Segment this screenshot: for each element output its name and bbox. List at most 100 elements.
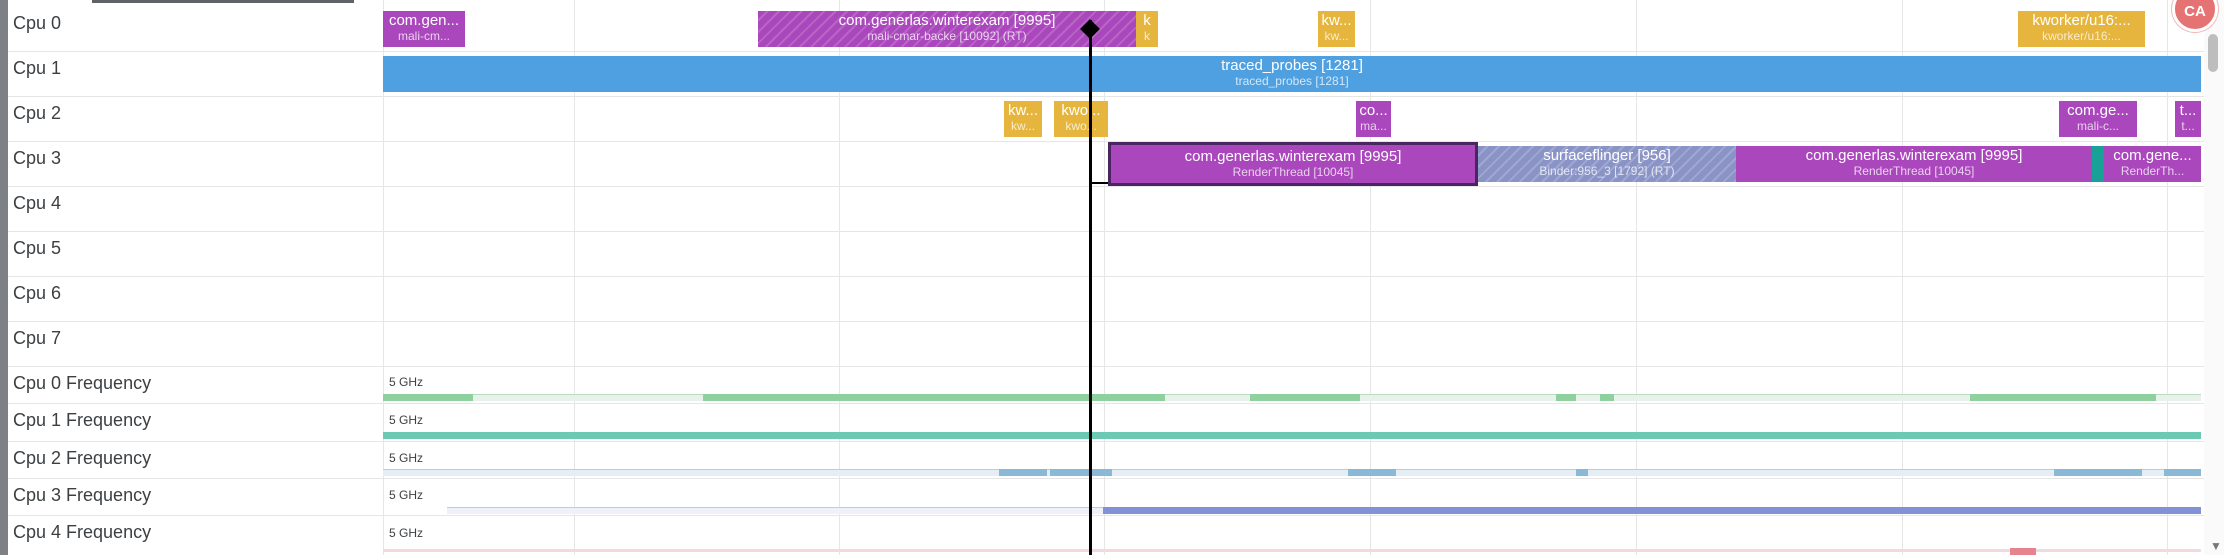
grid-line	[1902, 0, 1903, 555]
left-edge-bar	[0, 0, 8, 555]
slice-thread: ma...	[1360, 119, 1387, 133]
freq-scale-label: 5 GHz	[389, 526, 424, 540]
slice-thread: Binder:956_3 [1792] (RT)	[1539, 164, 1675, 178]
slice-title: k	[1143, 13, 1151, 29]
freq-segment[interactable]	[2054, 469, 2142, 476]
track-cpu0-frequency[interactable]: Cpu 0 Frequency	[8, 367, 2204, 404]
time-cursor-line[interactable]	[1089, 20, 1092, 555]
freq-segment[interactable]	[1103, 507, 2201, 514]
freq-segment[interactable]	[1556, 394, 1576, 401]
slice-title: kworker/u16:...	[2032, 13, 2131, 29]
track-cpu3-frequency[interactable]: Cpu 3 Frequency	[8, 479, 2204, 516]
slice-thread: t...	[2181, 119, 2195, 133]
slice-title: kw...	[1007, 103, 1038, 119]
track-separator	[383, 0, 384, 555]
cpu-slice[interactable]: com.generlas.winterexam [9995] mali-cmar-…	[758, 11, 1136, 47]
slice-thread: mali-c...	[2077, 119, 2119, 133]
grid-line	[1370, 0, 1371, 555]
track-cpu4-frequency[interactable]: Cpu 4 Frequency	[8, 516, 2204, 555]
slice-thread: kw...	[1010, 119, 1035, 133]
scrollbar-thumb[interactable]	[2208, 34, 2218, 72]
freq-segment[interactable]	[1050, 469, 1112, 476]
track-cpu3[interactable]: Cpu 3	[8, 142, 2204, 187]
freq-segment[interactable]	[383, 432, 2201, 439]
track-cpu5[interactable]: Cpu 5	[8, 232, 2204, 277]
slice-title: com.gen...	[388, 13, 460, 29]
track-label: Cpu 3	[13, 148, 62, 168]
slice-thread: kwo...	[1065, 119, 1097, 133]
cpu-slice[interactable]: kw... kw...	[1004, 101, 1042, 137]
track-cpu0[interactable]: Cpu 0	[8, 7, 2204, 52]
cpu-slice[interactable]: kw... kw...	[1318, 11, 1355, 47]
track-label: Cpu 0	[13, 13, 62, 33]
track-cpu4[interactable]: Cpu 4	[8, 187, 2204, 232]
freq-segment[interactable]	[383, 394, 473, 401]
grid-line	[1636, 0, 1637, 555]
freq-baseline	[383, 549, 2201, 552]
track-label: Cpu 4	[13, 193, 62, 213]
track-label: Cpu 4 Frequency	[13, 522, 152, 542]
freq-scale-label: 5 GHz	[389, 488, 424, 502]
freq-segment[interactable]	[703, 394, 1165, 401]
cpu-slice[interactable]: com.generlas.winterexam [9995] RenderThre…	[1736, 146, 2092, 182]
track-label: Cpu 7	[13, 328, 62, 348]
freq-segment[interactable]	[2010, 548, 2036, 555]
track-cpu1[interactable]: Cpu 1	[8, 52, 2204, 97]
cpu-slice[interactable]: kwo... kwo...	[1054, 101, 1108, 137]
track-label: Cpu 2 Frequency	[13, 448, 152, 468]
cpu-slice[interactable]: kworker/u16:... kworker/u16:...	[2018, 11, 2145, 47]
wakeup-connector	[1089, 182, 1109, 184]
slice-title: com.generlas.winterexam [9995]	[838, 13, 1056, 29]
cpu-slice[interactable]: co... ma...	[1356, 101, 1391, 137]
slice-title: com.generlas.winterexam [9995]	[1184, 149, 1402, 165]
freq-segment[interactable]	[2164, 469, 2201, 476]
track-cpu2[interactable]: Cpu 2	[8, 97, 2204, 142]
cpu-slice[interactable]: com.gene... RenderTh...	[2104, 146, 2201, 182]
track-label: Cpu 6	[13, 283, 62, 303]
track-label: Cpu 1	[13, 58, 62, 78]
track-label: Cpu 5	[13, 238, 62, 258]
slice-title: com.gene...	[2113, 148, 2192, 164]
slice-title: kw...	[1321, 13, 1352, 29]
cpu-slice[interactable]: t... t...	[2175, 101, 2201, 137]
track-cpu2-frequency[interactable]: Cpu 2 Frequency	[8, 442, 2204, 479]
freq-scale-label: 5 GHz	[389, 413, 424, 427]
freq-segment[interactable]	[1970, 394, 2156, 401]
track-label: Cpu 2	[13, 103, 62, 123]
slice-thread: RenderTh...	[2120, 164, 2185, 178]
slice-title: t...	[2179, 103, 2197, 119]
grid-line	[2167, 0, 2168, 555]
cpu-slice[interactable]: com.ge... mali-c...	[2059, 101, 2137, 137]
slice-thread: RenderThread [10045]	[1853, 164, 1975, 178]
freq-scale-label: 5 GHz	[389, 375, 424, 389]
slice-title: com.ge...	[2067, 103, 2129, 119]
cpu-slice-selected[interactable]: com.generlas.winterexam [9995] RenderThre…	[1108, 142, 1478, 186]
slice-title: surfaceflinger [956]	[1543, 148, 1671, 164]
cpu-slice[interactable]	[2092, 146, 2104, 182]
track-label: Cpu 1 Frequency	[13, 410, 152, 430]
freq-segment[interactable]	[1600, 394, 1614, 401]
cpu-slice[interactable]: traced_probes [1281] traced_probes [1281]	[383, 56, 2201, 92]
freq-baseline	[383, 469, 2201, 476]
track-cpu6[interactable]: Cpu 6	[8, 277, 2204, 322]
grid-line	[574, 0, 575, 555]
freq-segment[interactable]	[1348, 469, 1396, 476]
scroll-down-icon[interactable]: ▼	[2210, 539, 2222, 553]
cpu-slice[interactable]: surfaceflinger [956] Binder:956_3 [1792] …	[1478, 146, 1736, 182]
slice-thread: kw...	[1324, 29, 1349, 43]
slice-title: co...	[1359, 103, 1388, 119]
grid-line	[1104, 0, 1105, 555]
slice-thread: RenderThread [10045]	[1232, 165, 1354, 179]
slice-thread: kworker/u16:...	[2042, 29, 2121, 43]
cpu-slice[interactable]: com.gen... mali-cm...	[383, 11, 465, 47]
freq-segment[interactable]	[1250, 394, 1360, 401]
vertical-scrollbar[interactable]: ▼	[2204, 0, 2224, 555]
slice-thread: traced_probes [1281]	[1235, 74, 1349, 88]
slice-title: kwo...	[1061, 103, 1101, 119]
track-cpu7[interactable]: Cpu 7	[8, 322, 2204, 367]
freq-segment[interactable]	[1576, 469, 1588, 476]
track-cpu1-frequency[interactable]: Cpu 1 Frequency	[8, 404, 2204, 442]
freq-segment[interactable]	[999, 469, 1047, 476]
slice-thread: mali-cm...	[398, 29, 450, 43]
